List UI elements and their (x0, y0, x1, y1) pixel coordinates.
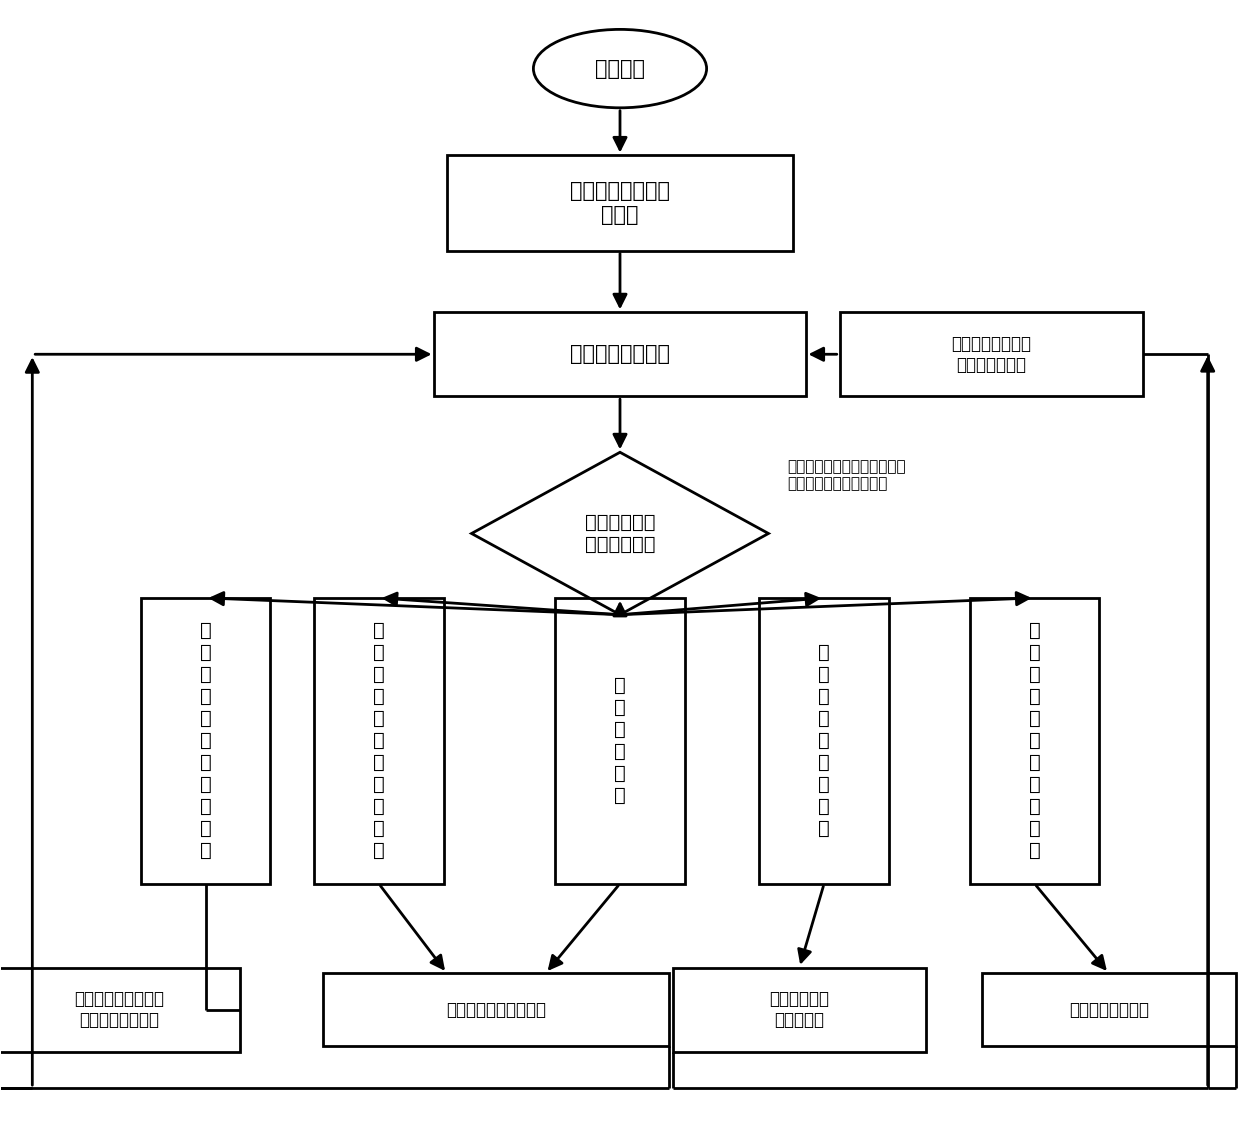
Text: 给属于同一个字符
的笔画打上标签: 给属于同一个字符 的笔画打上标签 (951, 335, 1032, 374)
Text: 建立所有独立笔画
的边框: 建立所有独立笔画 的边框 (570, 182, 670, 225)
Bar (314, 597, 444, 884)
Bar (839, 312, 1143, 396)
Text: 垂
直
投
影
覆
盖: 垂 直 投 影 覆 盖 (614, 676, 626, 805)
Bar (970, 597, 1100, 884)
Bar (324, 974, 670, 1046)
Text: 打包之前所有笔画: 打包之前所有笔画 (1069, 1001, 1148, 1019)
Text: 边框和参考边
框的对应关系: 边框和参考边 框的对应关系 (585, 513, 655, 554)
Bar (759, 597, 889, 884)
Text: 将该笔画写入参考边
框序列，继续检测: 将该笔画写入参考边 框序列，继续检测 (74, 990, 164, 1029)
Bar (446, 155, 794, 250)
Text: 有
大
小
明
相
显
差
覆
明
盖
显: 有 大 小 明 相 显 差 覆 明 盖 显 (1029, 621, 1040, 860)
Text: 有
大
小
一
相
定
对
重
接
合
近: 有 大 小 一 相 定 对 重 接 合 近 (373, 621, 384, 860)
Text: 输入笔画: 输入笔画 (595, 58, 645, 79)
Text: 该笔画属于上一个笔画: 该笔画属于上一个笔画 (446, 1001, 547, 1019)
Text: 参考边框初始化为空白，识别
中更新填充已识别的边框: 参考边框初始化为空白，识别 中更新填充已识别的边框 (787, 459, 905, 492)
Bar (672, 968, 926, 1051)
Bar (556, 597, 684, 884)
Text: 连续检测所有边框: 连续检测所有边框 (570, 345, 670, 364)
Bar (0, 968, 239, 1051)
Bar (140, 597, 270, 884)
Text: 有
大
小
略
微
相
差
重
明
合
显: 有 大 小 略 微 相 差 重 明 合 显 (200, 621, 211, 860)
Text: 该笔画不属于
上一个笔画: 该笔画不属于 上一个笔画 (769, 990, 830, 1029)
Text: 无
大
小
明
接
显
近
重
合: 无 大 小 明 接 显 近 重 合 (818, 643, 830, 838)
Bar (434, 312, 806, 396)
Bar (982, 974, 1235, 1046)
